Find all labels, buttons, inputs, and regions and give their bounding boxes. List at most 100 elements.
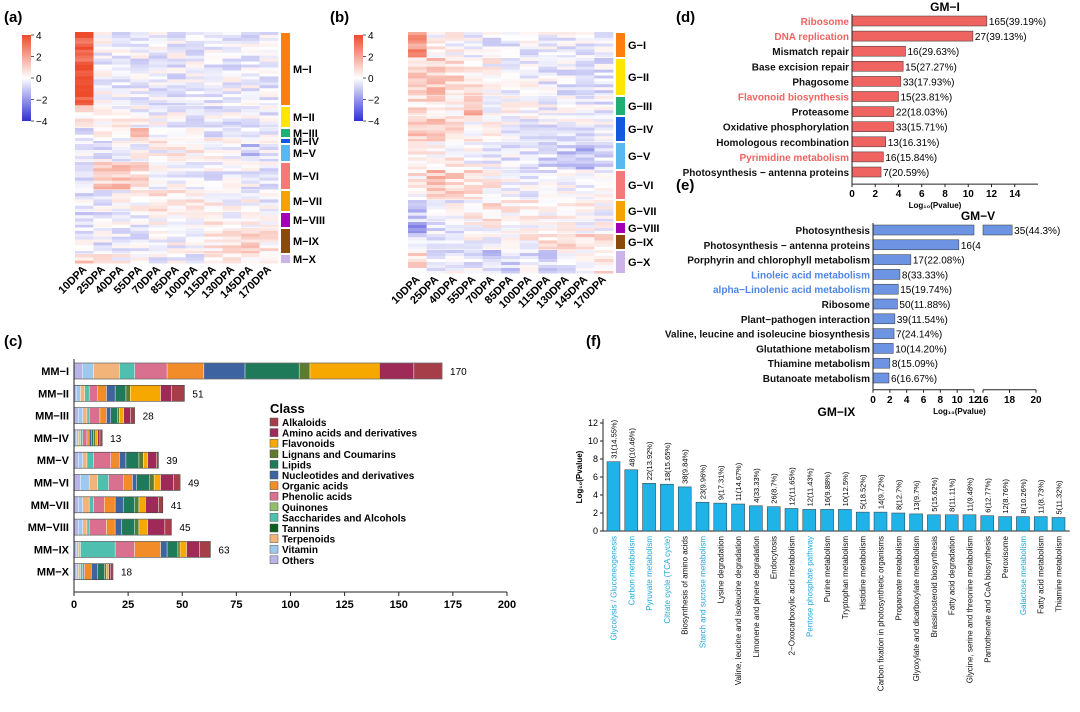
- category-label: Thiamine metabolism: [768, 359, 870, 370]
- heatmap-cell: [241, 67, 260, 71]
- heatmap-cell: [241, 221, 260, 226]
- heatmap-cell: [482, 203, 502, 207]
- heatmap-cell: [204, 61, 223, 65]
- heatmap-cell: [557, 148, 577, 152]
- heatmap-cell: [482, 215, 502, 220]
- heatmap-cell: [519, 237, 539, 241]
- heatmap-cell: [241, 180, 260, 185]
- heatmap-cell: [408, 37, 427, 41]
- heatmap-cell: [594, 250, 614, 254]
- data-label: 16(15.84%): [885, 153, 937, 164]
- heatmap-cell: [93, 162, 113, 166]
- heatmap-cell: [222, 141, 242, 145]
- heatmap-cell: [259, 208, 279, 213]
- heatmap-cell: [75, 190, 94, 194]
- colorbar-tick-label: 0: [36, 74, 42, 85]
- heatmap-cell: [204, 32, 223, 36]
- stacked-bar-segment: [82, 452, 88, 469]
- heatmap-cell: [130, 64, 150, 68]
- heatmap-cell: [408, 49, 427, 53]
- heatmap-cell: [130, 224, 150, 229]
- data-label: 14(9.72%): [877, 474, 886, 509]
- heatmap-cell: [482, 75, 502, 79]
- heatmap-cell: [538, 209, 558, 213]
- data-label: 31(14.55%): [610, 419, 619, 458]
- stacked-bar-segment: [108, 563, 112, 580]
- heatmap-cell: [130, 245, 150, 249]
- cluster-color-tag: [281, 255, 290, 263]
- heatmap-cell: [259, 254, 279, 258]
- heatmap-cell: [501, 182, 521, 186]
- heatmap-cell: [148, 248, 168, 252]
- heatmap-cell: [408, 87, 427, 91]
- bar: [872, 328, 895, 339]
- colorbar-tick-label: −2: [36, 96, 48, 107]
- heatmap-cell: [148, 124, 168, 129]
- heatmap-cell: [148, 190, 168, 194]
- heatmap-cell: [538, 200, 558, 204]
- heatmap-cell: [538, 58, 558, 62]
- heatmap-cell: [519, 265, 539, 269]
- heatmap-cell: [93, 131, 113, 135]
- heatmap-cell: [501, 34, 521, 39]
- heatmap-cell: [463, 142, 483, 146]
- heatmap-cell: [575, 194, 595, 198]
- heatmap-cell: [408, 32, 427, 36]
- heatmap-cell: [148, 224, 168, 229]
- heatmap-cell: [185, 94, 205, 98]
- heatmap-cell: [519, 170, 539, 174]
- heatmap-cell: [222, 97, 242, 101]
- heatmap-cell: [167, 64, 187, 68]
- heatmap-cell: [241, 40, 260, 45]
- heatmap-cell: [241, 193, 260, 197]
- heatmap-cell: [445, 78, 465, 82]
- heatmap-cell: [538, 52, 558, 56]
- heatmap-cell: [167, 109, 187, 113]
- heatmap-cell: [482, 212, 502, 217]
- heatmap-cell: [185, 64, 205, 68]
- heatmap-cell: [75, 156, 94, 160]
- heatmap-cell: [538, 225, 558, 229]
- stacked-bar-segment: [73, 474, 81, 491]
- heatmap-cell: [222, 103, 242, 107]
- data-label: 165(39.19%): [989, 17, 1046, 28]
- heatmap-cell: [259, 242, 279, 246]
- heatmap-cell: [167, 150, 187, 154]
- cluster-label: G−VII: [628, 206, 656, 218]
- heatmap-cell: [463, 93, 483, 97]
- heatmap-cell: [75, 100, 94, 104]
- stacked-bar-segment: [97, 429, 101, 447]
- heatmap-cell: [463, 197, 483, 201]
- heatmap-cell: [241, 49, 260, 54]
- heatmap-cell: [93, 165, 113, 169]
- category-label: Endocytosis: [770, 536, 779, 579]
- heatmap-cell: [111, 236, 131, 240]
- heatmap-cell: [426, 133, 446, 137]
- heatmap-cell: [75, 202, 94, 207]
- heatmap-cell: [167, 242, 187, 246]
- heatmap-cell: [575, 206, 595, 210]
- cluster-label: M−X: [293, 254, 317, 266]
- heatmap-cell: [463, 78, 483, 82]
- heatmap-cell: [445, 268, 465, 272]
- heatmap-cell: [575, 253, 595, 257]
- heatmap-cell: [519, 240, 539, 244]
- heatmap-cell: [575, 271, 595, 275]
- heatmap-cell: [130, 94, 150, 98]
- heatmap-cell: [185, 168, 205, 172]
- heatmap-cell: [259, 55, 279, 59]
- heatmap-cell: [185, 49, 205, 54]
- heatmap-cell: [259, 233, 279, 237]
- heatmap-cell: [222, 67, 242, 71]
- heatmap-cell: [501, 87, 521, 91]
- heatmap-cell: [445, 90, 465, 94]
- category-label: Purine metabolism: [823, 536, 832, 603]
- heatmap-cell: [463, 185, 483, 189]
- heatmap-cell: [482, 194, 502, 198]
- heatmap-cell: [130, 112, 150, 116]
- heatmap-cell: [445, 246, 465, 251]
- heatmap-cell: [75, 37, 94, 42]
- heatmap-cell: [111, 91, 131, 95]
- cluster-label: M−VIII: [293, 215, 325, 227]
- heatmap-cell: [241, 64, 260, 68]
